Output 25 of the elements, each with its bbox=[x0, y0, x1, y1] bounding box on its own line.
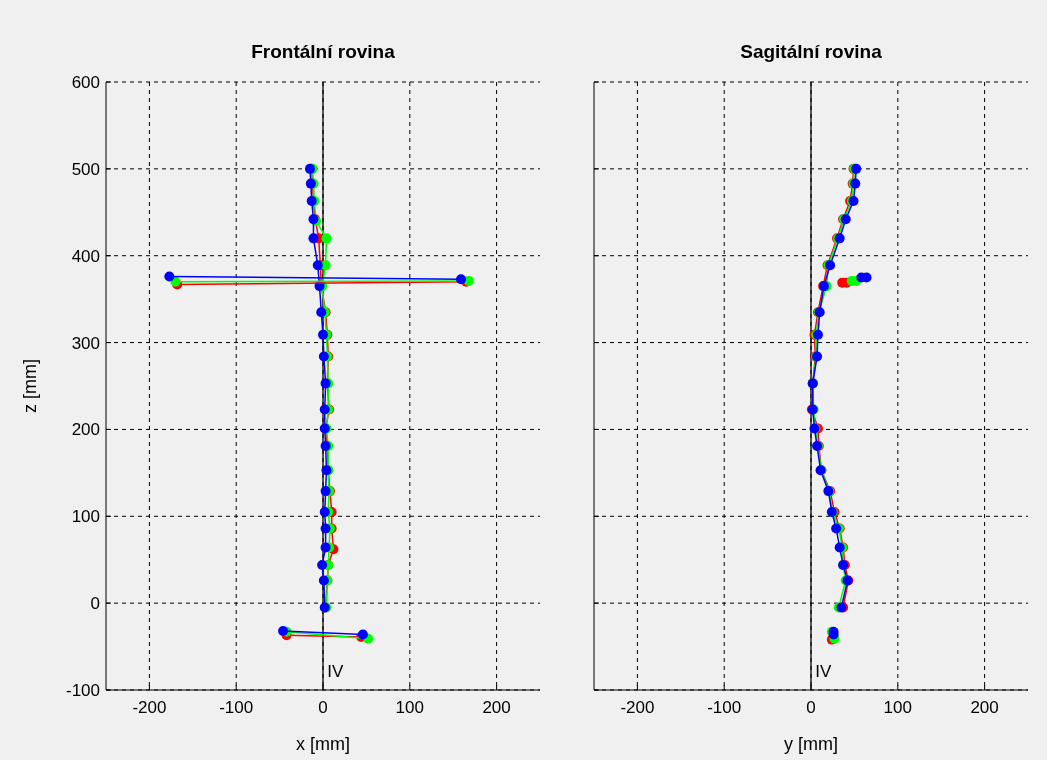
y-axis-title: z [mm] bbox=[20, 359, 40, 413]
y-tick-label: 500 bbox=[71, 159, 100, 179]
y-tick-label: 200 bbox=[71, 420, 100, 440]
x-tick-label: 0 bbox=[318, 698, 328, 717]
chart-title: Sagitální rovina bbox=[740, 41, 883, 62]
x-tick-label: -200 bbox=[620, 698, 655, 717]
annotation: IV bbox=[815, 661, 833, 681]
x-tick-label: -100 bbox=[219, 698, 254, 717]
x-tick-label: 100 bbox=[883, 698, 912, 717]
chart-title: Frontální rovina bbox=[251, 41, 396, 62]
x-tick-label: 0 bbox=[806, 698, 816, 717]
y-tick-label: -100 bbox=[65, 681, 100, 700]
x-tick-label: 200 bbox=[482, 698, 511, 717]
y-tick-label: 100 bbox=[71, 507, 100, 527]
x-axis-title: x [mm] bbox=[296, 734, 350, 754]
y-tick-label: 0 bbox=[90, 594, 100, 614]
x-tick-label: 200 bbox=[970, 698, 999, 717]
x-tick-label: -100 bbox=[707, 698, 742, 717]
x-tick-label: -200 bbox=[132, 698, 167, 717]
x-axis-title: y [mm] bbox=[784, 734, 838, 754]
y-tick-label: 400 bbox=[71, 246, 100, 266]
y-tick-label: 600 bbox=[71, 73, 100, 92]
x-tick-label: 100 bbox=[395, 698, 424, 717]
annotation: IV bbox=[327, 661, 345, 681]
y-tick-label: 300 bbox=[71, 333, 100, 353]
